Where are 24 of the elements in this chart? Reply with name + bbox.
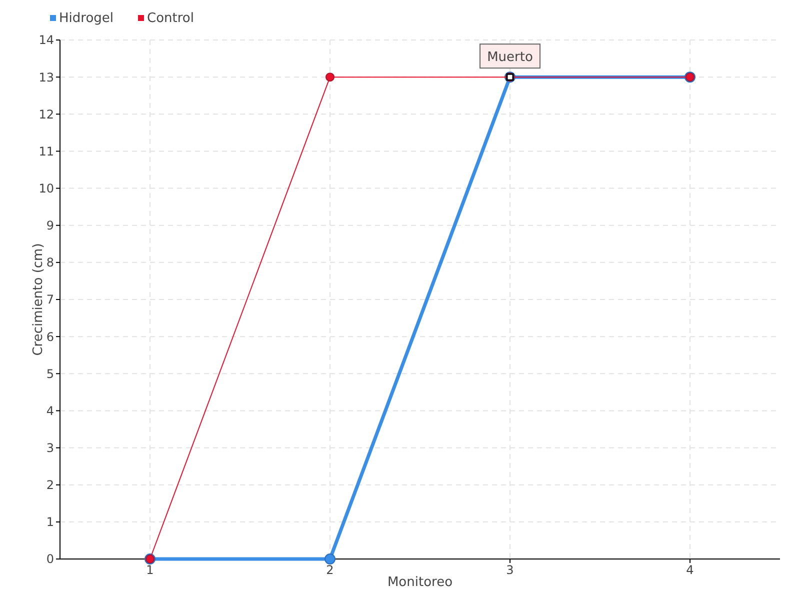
y-tick-label: 8	[46, 256, 54, 270]
y-tick-label: 0	[46, 552, 54, 566]
y-tick-label: 9	[46, 218, 54, 233]
y-tick-label: 14	[38, 33, 54, 48]
x-axis-title: Monitoreo	[387, 575, 453, 590]
y-tick-label: 10	[38, 181, 54, 196]
annotation: Muerto	[487, 50, 533, 66]
y-tick-label: 11	[38, 144, 54, 158]
y-tick-label: 1	[46, 515, 54, 530]
y-tick-label: 4	[46, 404, 54, 418]
y-tick-label: 12	[38, 107, 54, 122]
y-tick-label: 3	[46, 440, 54, 455]
y-tick-label: 7	[46, 292, 54, 307]
x-tick-label: 1	[146, 563, 154, 577]
y-tick-label: 6	[46, 330, 54, 344]
y-axis-title: Crecimiento (cm)	[31, 243, 46, 356]
y-tick-label: 5	[46, 366, 54, 381]
x-tick-label: 2	[326, 563, 334, 577]
legend-label: Control	[147, 11, 194, 26]
legend-label: Hidrogel	[59, 11, 114, 26]
x-tick-label: 3	[506, 563, 514, 577]
y-tick-label: 2	[46, 478, 54, 492]
x-tick-label: 4	[686, 563, 694, 577]
y-tick-label: 13	[38, 70, 54, 84]
